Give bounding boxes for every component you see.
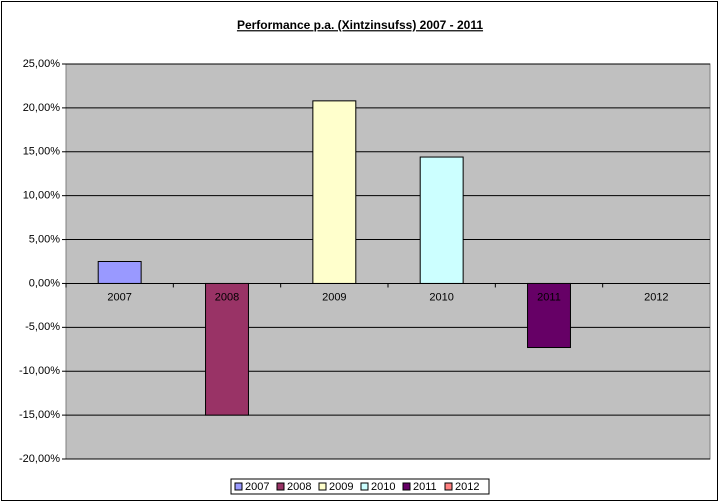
bar (419, 156, 464, 284)
legend-label: 2012 (455, 481, 479, 493)
legend-swatch (360, 482, 369, 491)
legend-box (230, 478, 490, 495)
y-tick-label: -10,00% (19, 365, 60, 377)
legend-label: 2007 (245, 481, 269, 493)
bar (97, 261, 142, 284)
y-tick-label: 5,00% (29, 233, 60, 245)
x-tick-label: 2009 (322, 291, 346, 303)
legend-swatch (234, 482, 243, 491)
x-tick-label: 2012 (644, 291, 668, 303)
x-tick-label: 2007 (107, 291, 131, 303)
y-tick-label: -20,00% (19, 453, 60, 465)
y-tick-label: 25,00% (23, 58, 61, 70)
x-tick-label: 2008 (215, 291, 239, 303)
legend-swatch (276, 482, 285, 491)
bar (205, 282, 249, 416)
legend-swatch (318, 482, 327, 491)
x-tick-label: 2010 (429, 291, 453, 303)
legend-label: 2010 (371, 481, 395, 493)
bar (527, 282, 571, 349)
y-tick-label: 10,00% (23, 190, 61, 202)
y-tick-label: 20,00% (23, 102, 61, 114)
y-tick-label: 0,00% (29, 277, 60, 289)
x-tick-label: 2011 (537, 291, 561, 303)
chart-title: Performance p.a. (Xintzinsufss) 2007 - 2… (237, 18, 483, 32)
y-tick-label: -5,00% (25, 321, 60, 333)
legend-swatch (402, 482, 411, 491)
y-tick-label: -15,00% (19, 409, 60, 421)
bar (312, 100, 357, 284)
legend-label: 2011 (413, 481, 437, 493)
legend-label: 2009 (329, 481, 353, 493)
y-tick-label: 15,00% (23, 146, 61, 158)
legend-swatch (444, 482, 453, 491)
legend-label: 2008 (287, 481, 311, 493)
plot-area (65, 63, 711, 460)
